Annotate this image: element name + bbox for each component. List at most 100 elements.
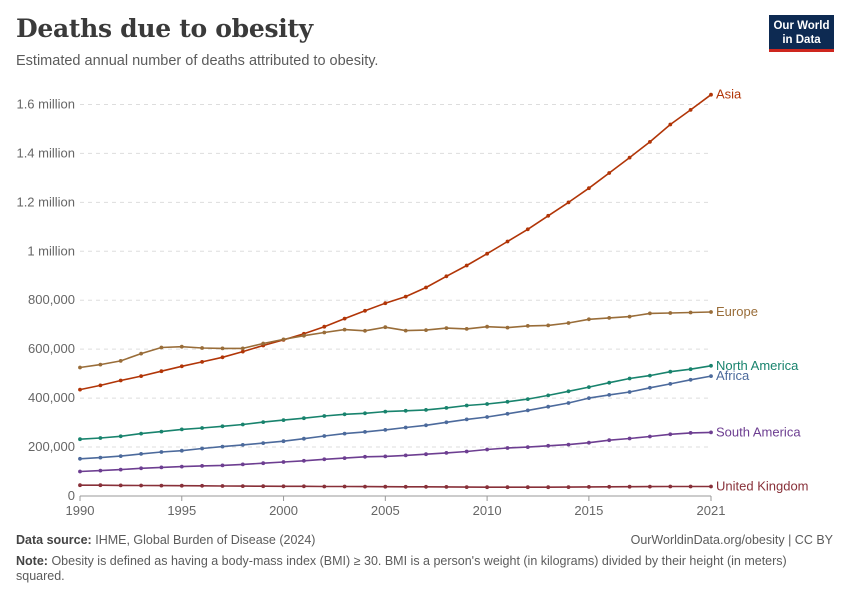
data-point [505,411,510,416]
data-point [139,466,144,471]
data-point [607,171,612,175]
data-point [363,454,367,459]
series-line [79,94,712,391]
data-point [200,360,205,364]
data-point [179,483,184,488]
data-point [688,310,693,315]
data-point [363,411,367,416]
data-point [648,385,652,390]
y-tick-label: 0 [68,488,75,503]
data-point [424,484,428,489]
data-point [118,467,123,472]
data-point [78,483,82,488]
data-point [78,469,82,474]
data-point [464,449,469,454]
data-point [688,431,693,435]
y-tick-label: 1 million [27,243,75,258]
data-point [424,408,428,412]
data-point [485,251,489,256]
data-point [383,484,388,489]
data-point [505,239,510,244]
data-point [648,140,652,144]
data-point [98,362,103,367]
data-point [688,484,693,489]
data-source: Data source: IHME, Global Burden of Dise… [16,533,315,547]
chart-note: Note: Obesity is defined as having a bod… [16,554,816,584]
credit-link[interactable]: OurWorldinData.org/obesity | CC BY [630,533,833,547]
owid-logo[interactable]: Our World in Data [769,15,834,52]
data-point [648,484,652,489]
data-point [587,485,591,489]
data-point [322,330,327,335]
data-point [607,484,612,489]
data-point [342,484,347,489]
data-point [485,415,489,419]
data-point [78,365,82,370]
y-tick-label: 800,000 [28,292,75,307]
data-point [240,484,245,488]
data-point [505,485,510,490]
data-point [648,311,652,316]
data-point [342,431,347,436]
data-point [546,485,551,490]
data-point [78,437,82,442]
series-label: North America [716,358,799,373]
data-point [566,401,571,405]
data-point [444,274,449,279]
data-point [709,363,713,368]
data-point [566,389,571,394]
data-point [648,373,652,378]
y-tick-label: 600,000 [28,341,75,356]
data-point [220,484,225,488]
data-point [464,417,469,422]
data-point [587,186,591,191]
data-point [342,327,347,332]
data-point [587,385,591,389]
data-point [546,404,551,409]
data-point [363,308,367,313]
data-point [688,377,693,382]
data-point [261,461,266,466]
data-point [118,483,123,488]
data-point [444,420,449,425]
data-point [363,484,367,489]
x-tick-label: 2000 [269,503,298,518]
data-point [505,399,510,404]
data-point [444,451,449,455]
x-tick-label: 2010 [473,503,502,518]
data-point [464,327,469,331]
data-point [322,414,327,418]
data-point [139,431,144,436]
data-point [139,452,144,456]
data-point [485,485,489,490]
data-point [281,418,286,422]
note-text: Obesity is defined as having a body-mass… [16,554,787,583]
data-point [709,430,713,435]
data-point [200,346,205,350]
source-text: IHME, Global Burden of Disease (2024) [95,533,316,547]
data-point [627,376,632,381]
y-tick-label: 1.6 million [16,96,75,111]
data-point [159,345,164,350]
series-label: Europe [716,304,758,319]
data-point [139,351,144,356]
data-point [403,294,408,299]
note-label: Note: [16,554,48,568]
data-point [709,310,713,314]
data-point [627,155,632,160]
series-label: South America [716,424,801,439]
data-point [302,416,306,421]
data-point [98,436,103,440]
data-point [139,483,144,488]
data-point [424,423,428,428]
data-point [261,420,266,424]
x-tick-label: 2021 [697,503,726,518]
data-point [485,324,489,329]
data-point [424,452,428,457]
data-point [709,374,713,378]
data-point [607,438,612,443]
data-point [383,428,388,432]
y-tick-label: 1.4 million [16,145,75,160]
data-point [627,314,632,319]
data-point [302,436,306,441]
